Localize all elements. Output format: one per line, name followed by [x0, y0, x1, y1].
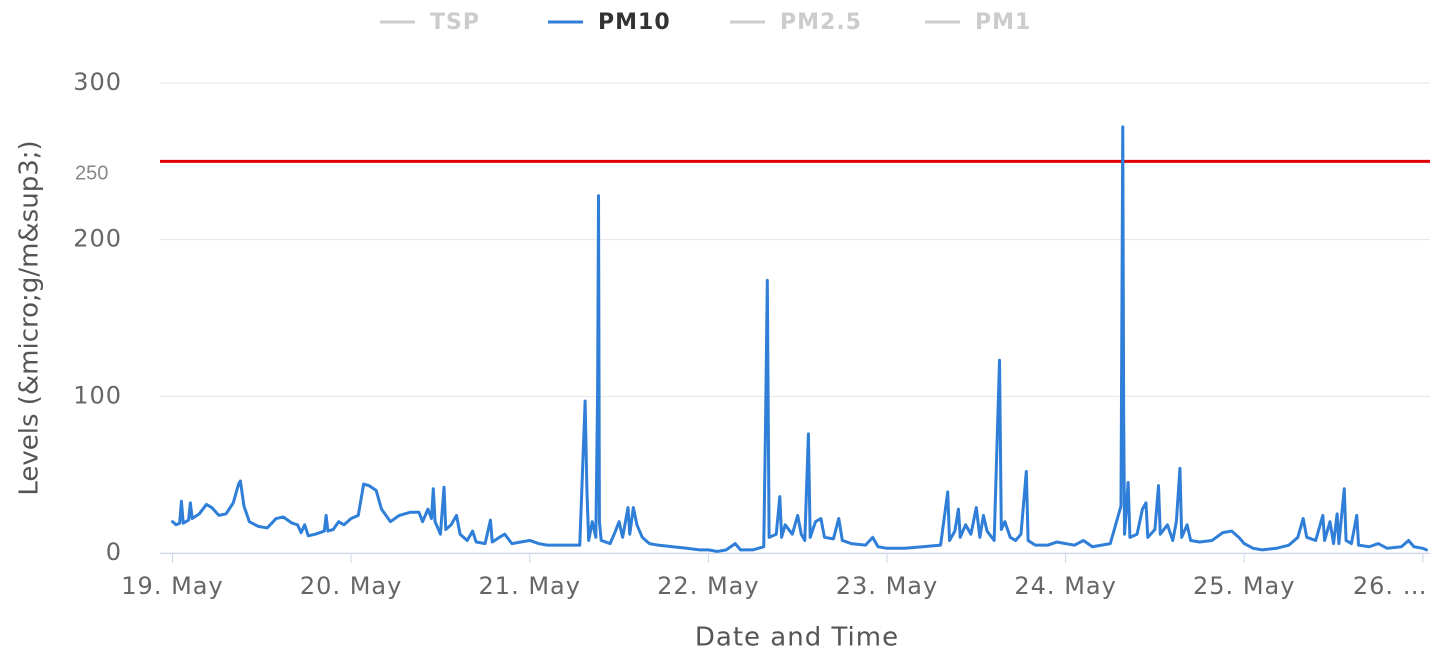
legend-item[interactable]: PM2.5 [730, 10, 862, 35]
data-line [171, 125, 1428, 553]
x-tick-label: 21. May [479, 572, 581, 600]
x-tick-label: 20. May [300, 572, 402, 600]
x-tick-label: 23. May [836, 572, 938, 600]
y-axis-title: Levels (&micro;g/m&sup3;) [15, 140, 45, 495]
x-tick-label: 19. May [121, 572, 223, 600]
threshold-label: 250 [75, 163, 108, 185]
y-tick-label: 0 [106, 538, 122, 566]
legend-item[interactable]: PM1 [925, 10, 1031, 35]
y-tick-label: 300 [73, 68, 122, 96]
legend-item[interactable]: TSP [380, 10, 480, 35]
x-tick-label: 24. May [1014, 572, 1116, 600]
x-tick-label: 26. … [1353, 572, 1428, 600]
x-tick-label: 22. May [657, 572, 759, 600]
legend-label: TSP [430, 10, 480, 35]
legend-item[interactable]: PM10 [548, 10, 671, 35]
y-tick-label: 200 [73, 225, 122, 253]
legend-label: PM2.5 [780, 10, 862, 35]
y-tick-label: 100 [73, 381, 122, 409]
legend-label: PM1 [975, 10, 1031, 35]
x-tick-label: 25. May [1193, 572, 1295, 600]
legend-label: PM10 [598, 10, 671, 35]
x-axis-title: Date and Time [695, 623, 899, 652]
